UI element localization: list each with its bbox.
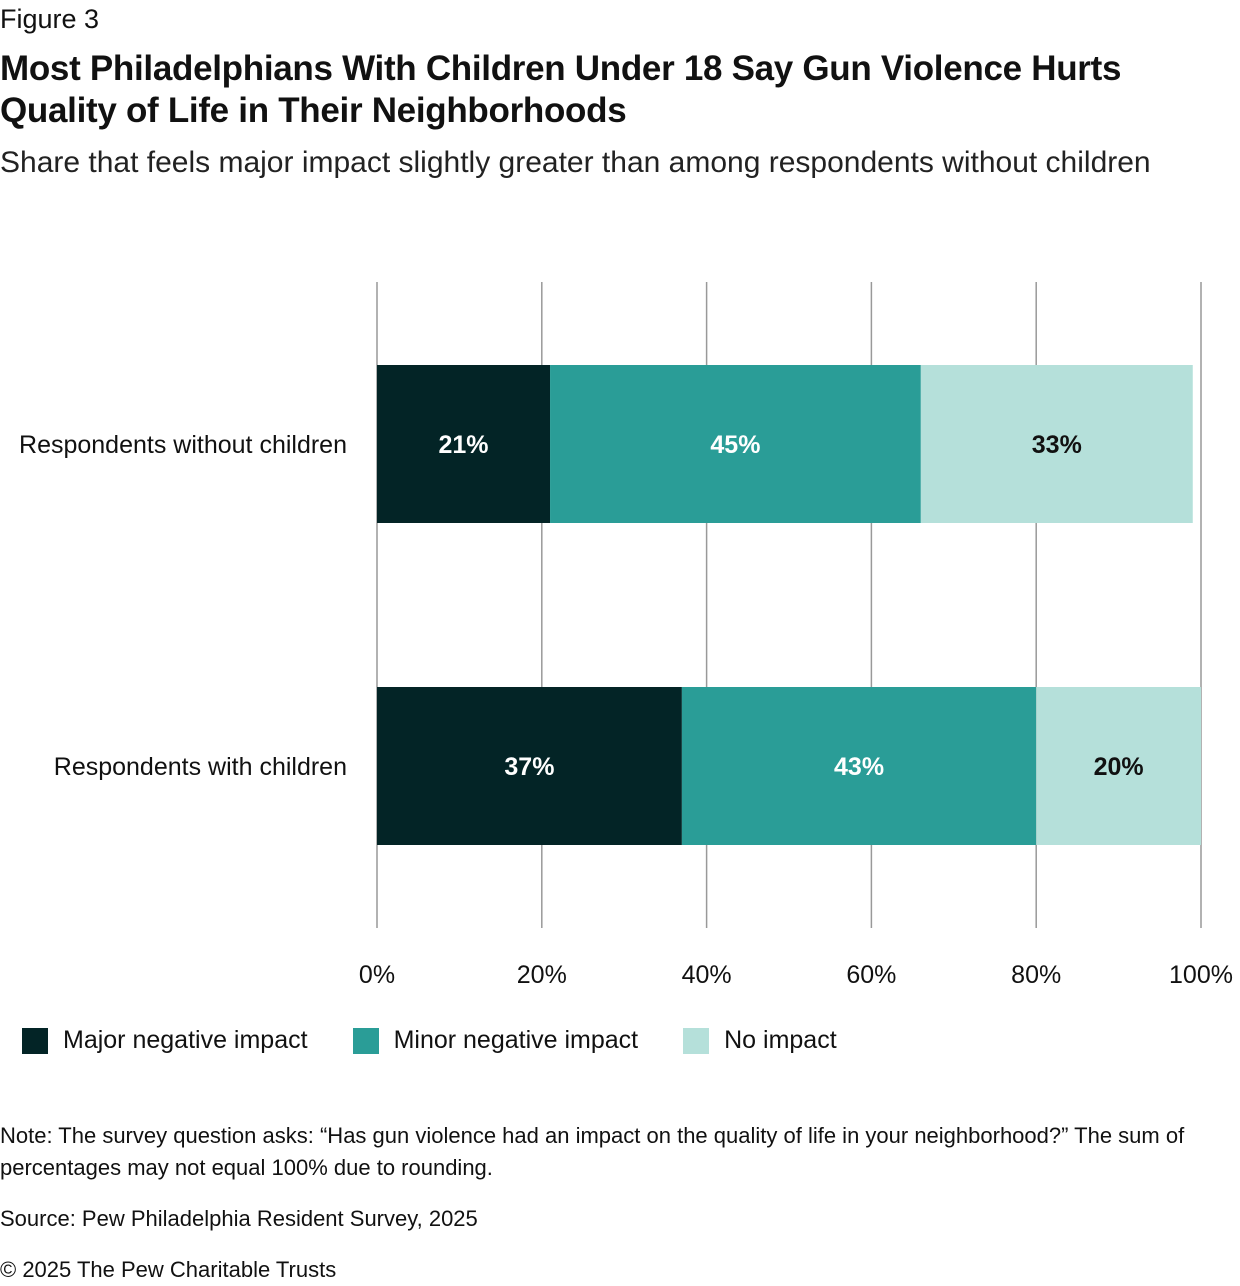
bar-major-1 <box>377 687 682 845</box>
legend-swatch-none <box>683 1027 710 1054</box>
data-label-none-0: 33% <box>1032 431 1082 459</box>
legend-label-minor: Minor negative impact <box>393 1026 639 1054</box>
category-label-0: Respondents without children <box>19 431 347 459</box>
category-label-1: Respondents with children <box>54 753 347 781</box>
x-tick-label-2: 40% <box>682 961 732 989</box>
legend-item-minor: Minor negative impact <box>352 1026 639 1055</box>
data-label-minor-0: 45% <box>710 431 760 459</box>
stacked-bar-chart: 21% 45% 33% Respondents without children 37%… <box>19 282 1233 989</box>
legend-label-none: No impact <box>724 1026 837 1054</box>
legend-swatch-minor <box>352 1027 379 1054</box>
x-tick-label-1: 20% <box>517 961 567 989</box>
bar-none-0 <box>920 365 1193 523</box>
data-label-major-1: 37% <box>504 753 554 781</box>
x-tick-label-3: 60% <box>846 961 896 989</box>
legend-item-none: No impact <box>683 1026 837 1055</box>
x-tick-label-5: 100% <box>1169 961 1233 989</box>
copyright: © 2025 The Pew Charitable Trusts <box>0 1257 337 1282</box>
data-label-none-1: 20% <box>1094 753 1144 781</box>
bar-minor-0 <box>550 365 921 523</box>
bar-none-1 <box>1036 687 1201 845</box>
bar-major-0 <box>377 365 551 523</box>
legend-swatch-major <box>22 1027 48 1054</box>
x-tick-label-4: 80% <box>1011 961 1061 989</box>
legend-item-major: Major negative impact <box>22 1026 308 1055</box>
chart-title: Most Philadelphians With Children Under … <box>0 49 1122 130</box>
bar-minor-1 <box>681 687 1037 845</box>
chart-legend: Major negative impact Minor negative imp… <box>22 1026 882 1055</box>
chart-note: Note: The survey question asks: “Has gun… <box>0 1123 1185 1180</box>
x-tick-label-0: 0% <box>359 961 395 989</box>
data-label-minor-1: 43% <box>834 753 884 781</box>
chart-source: Source: Pew Philadelphia Resident Survey… <box>0 1206 478 1231</box>
chart-subtitle: Share that feels major impact slightly g… <box>0 146 1151 179</box>
legend-label-major: Major negative impact <box>63 1026 308 1054</box>
figure-label: Figure 3 <box>0 4 100 34</box>
data-label-major-0: 21% <box>438 431 488 459</box>
